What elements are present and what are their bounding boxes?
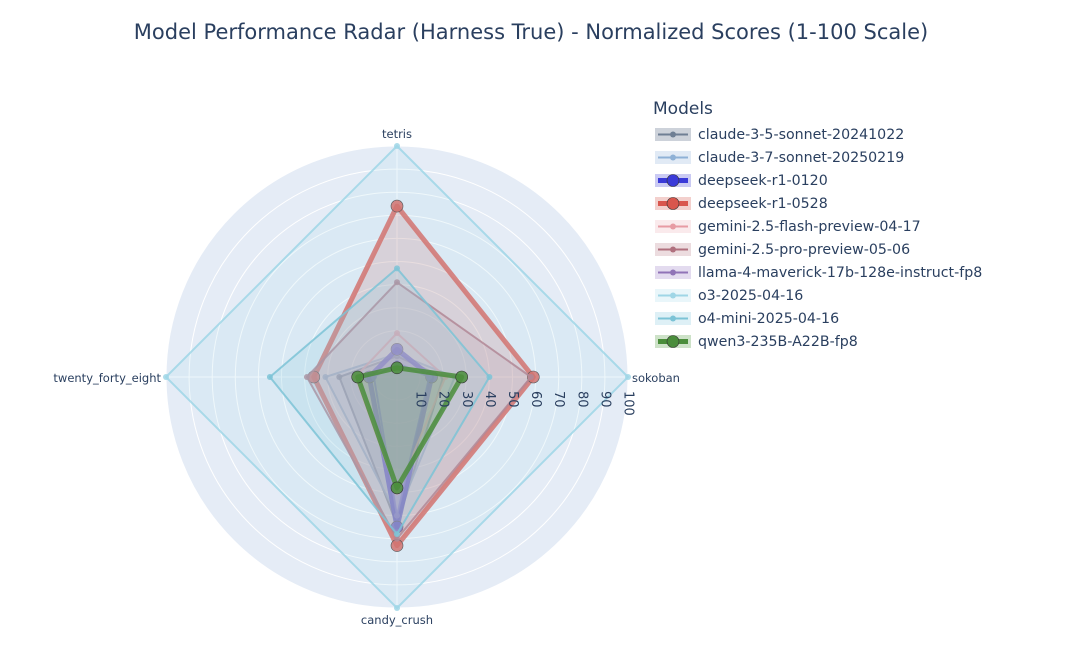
legend-swatch [655, 243, 691, 256]
data-point-o3-2025-04-16-candy_crush [394, 605, 400, 611]
legend-item[interactable]: o3-2025-04-16 [653, 284, 1073, 307]
legend-swatch-marker [670, 315, 676, 322]
radial-tick-label: 80 [574, 391, 589, 408]
legend-label: gemini-2.5-flash-preview-04-17 [698, 218, 921, 235]
data-point-deepseek-r1-0120-tetris [390, 342, 404, 356]
legend-swatch [655, 220, 691, 233]
data-point-gemini-2.5-pro-preview-05-06-tetris [394, 279, 400, 286]
axis-label-twenty_forty_eight: twenty_forty_eight [53, 371, 161, 385]
radial-tick-label: 70 [551, 391, 566, 408]
data-point-o3-2025-04-16-sokoban [625, 374, 631, 380]
angular-axis-labels: sokoban tetris twenty_forty_eight candy_cru… [53, 127, 680, 627]
data-point-llama-4-maverick-17b-128e-instruct-fp8-sokoban [426, 374, 433, 380]
legend-swatch-marker [670, 269, 676, 276]
legend-swatch [655, 266, 691, 279]
radial-tick-label: 50 [505, 391, 520, 408]
legend-swatch-marker [670, 131, 676, 138]
legend-items: claude-3-5-sonnet-20241022 claude-3-7-son… [653, 123, 1073, 353]
data-point-gemini-2.5-pro-preview-05-06-twenty_forty_eight [303, 374, 310, 380]
legend-item[interactable]: gemini-2.5-pro-preview-05-06 [653, 238, 1073, 261]
radial-tick-label: 30 [459, 391, 474, 408]
data-point-o3-2025-04-16-tetris [394, 143, 400, 149]
series-qwen3-235B-A22B-fp8 [351, 361, 469, 495]
chart-title: Model Performance Radar (Harness True) -… [133, 20, 929, 44]
radial-tick-label: 40 [482, 391, 497, 408]
legend-item[interactable]: claude-3-5-sonnet-20241022 [653, 123, 1073, 146]
data-point-llama-4-maverick-17b-128e-instruct-fp8-candy_crush [394, 512, 400, 519]
data-point-o4-mini-2025-04-16-candy_crush [394, 531, 400, 538]
data-point-claude-3-5-sonnet-20241022-twenty_forty_eight [336, 374, 343, 380]
series-layer [163, 143, 631, 611]
legend-swatch [655, 197, 691, 210]
legend-item[interactable]: deepseek-r1-0120 [653, 169, 1073, 192]
legend-label: qwen3-235B-A22B-fp8 [698, 333, 858, 350]
axis-label-sokoban: sokoban [632, 371, 680, 385]
radial-tick-labels: 10 20 30 40 50 60 70 80 90 100 [413, 391, 636, 416]
legend-label: claude-3-7-sonnet-20250219 [698, 149, 905, 166]
legend-swatch-marker [670, 223, 676, 230]
legend-swatch-marker [666, 197, 680, 210]
legend-item[interactable]: claude-3-7-sonnet-20250219 [653, 146, 1073, 169]
legend-swatch-marker [670, 154, 676, 161]
legend-swatch-marker [666, 335, 680, 348]
series-deepseek-r1-0120 [362, 342, 438, 534]
legend-item[interactable]: o4-mini-2025-04-16 [653, 307, 1073, 330]
legend-label: llama-4-maverick-17b-128e-instruct-fp8 [698, 264, 983, 281]
radial-tick-label: 90 [597, 391, 612, 408]
data-point-claude-3-7-sonnet-20250219-twenty_forty_eight [322, 374, 329, 380]
data-point-qwen3-235B-A22B-fp8-twenty_forty_eight [351, 370, 365, 384]
data-point-o4-mini-2025-04-16-tetris [394, 265, 400, 272]
axis-label-tetris: tetris [382, 127, 412, 141]
legend-swatch [655, 289, 691, 302]
legend-item[interactable]: deepseek-r1-0528 [653, 192, 1073, 215]
legend-swatch-marker [670, 292, 676, 299]
radial-tick-label: 10 [413, 391, 428, 408]
radial-tick-label: 60 [528, 391, 543, 408]
data-point-o3-2025-04-16-twenty_forty_eight [163, 374, 169, 380]
legend-swatch [655, 151, 691, 164]
legend-item[interactable]: gemini-2.5-flash-preview-04-17 [653, 215, 1073, 238]
data-point-gemini-2.5-flash-preview-04-17-tetris [394, 330, 400, 337]
legend-title: Models [653, 99, 713, 119]
data-point-deepseek-r1-0528-tetris [390, 199, 404, 213]
legend-swatch [655, 128, 691, 141]
data-point-gemini-2.5-pro-preview-05-06-sokoban [528, 374, 534, 380]
legend-label: deepseek-r1-0120 [698, 172, 828, 189]
legend-swatch [655, 312, 691, 325]
legend-swatch-marker [670, 246, 676, 253]
legend-item[interactable]: llama-4-maverick-17b-128e-instruct-fp8 [653, 261, 1073, 284]
series-gemini-2.5-pro-preview-05-06 [303, 279, 534, 542]
legend-label: o4-mini-2025-04-16 [698, 310, 840, 327]
axis-label-candy_crush: candy_crush [361, 613, 433, 627]
series-deepseek-r1-0528 [307, 199, 540, 552]
legend-label: gemini-2.5-pro-preview-05-06 [698, 241, 911, 258]
data-point-o4-mini-2025-04-16-twenty_forty_eight [266, 374, 273, 380]
data-point-gemini-2.5-pro-preview-05-06-candy_crush [394, 535, 400, 542]
radial-tick-label: 100 [621, 391, 636, 416]
legend-label: claude-3-5-sonnet-20241022 [698, 126, 905, 143]
legend: Models claude-3-5-sonnet-20241022 claude-… [653, 98, 1073, 353]
data-point-qwen3-235B-A22B-fp8-candy_crush [390, 481, 404, 495]
radial-tick-label: 20 [436, 391, 451, 408]
legend-label: o3-2025-04-16 [698, 287, 804, 304]
series-o4-mini-2025-04-16 [266, 265, 493, 538]
series-o3-2025-04-16 [163, 143, 631, 611]
data-point-qwen3-235B-A22B-fp8-sokoban [455, 370, 469, 384]
legend-swatch [655, 174, 691, 187]
data-point-qwen3-235B-A22B-fp8-tetris [390, 361, 404, 375]
legend-swatch-marker [666, 174, 680, 187]
legend-item[interactable]: qwen3-235B-A22B-fp8 [653, 330, 1073, 353]
data-point-o4-mini-2025-04-16-sokoban [486, 374, 493, 380]
legend-label: deepseek-r1-0528 [698, 195, 828, 212]
legend-swatch [655, 335, 691, 348]
